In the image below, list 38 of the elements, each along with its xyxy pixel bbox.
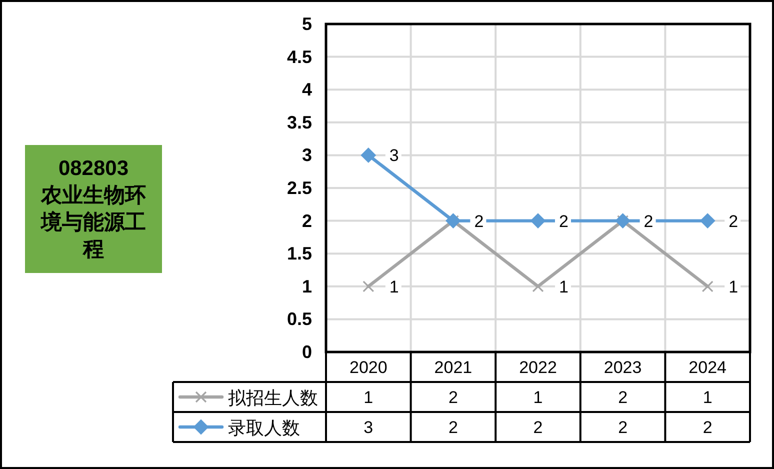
annotation: 2 [559, 212, 568, 231]
x-tick-label: 2023 [604, 358, 642, 377]
data-label: 2 [618, 418, 628, 437]
y-tick-label: 0 [302, 342, 312, 362]
annotation: 3 [389, 146, 399, 166]
annotation: 1 [559, 277, 568, 296]
subtitle: 农业生物环境与能源工程 [39, 183, 147, 263]
x-tick-label: 2022 [519, 358, 557, 377]
data-label: 1 [364, 388, 374, 407]
data-label: 1 [533, 388, 543, 407]
y-tick-label: 1.5 [286, 244, 312, 264]
y-tick-label: 4.5 [286, 46, 312, 67]
legend-label: 录取人数 [228, 418, 300, 438]
y-tick-label: 3 [302, 145, 312, 166]
annotation: 2 [474, 212, 484, 231]
y-tick-label: 3.5 [286, 112, 312, 132]
data-label: 2 [448, 418, 458, 437]
annotation: 1 [728, 277, 738, 296]
y-tick-label: 0.5 [286, 309, 312, 330]
data-label: 2 [533, 418, 543, 437]
annotation: 1 [389, 277, 399, 296]
y-tick-label: 2 [302, 210, 312, 231]
y-tick-label: 2.5 [286, 178, 312, 198]
title: 082803 [57, 156, 130, 182]
legend-label: 拟招生人数 [228, 388, 318, 408]
data-label: 2 [702, 418, 712, 437]
y-tick-label: 5 [302, 14, 312, 34]
y-tick-label: 1 [302, 276, 312, 296]
x-tick-label: 2021 [434, 358, 472, 377]
x-tick-label: 2024 [688, 358, 727, 377]
data-label: 1 [702, 388, 712, 407]
x-tick-label: 2020 [349, 358, 388, 377]
y-tick-label: 4 [302, 80, 312, 100]
annotation: 2 [728, 212, 738, 231]
data-label: 3 [364, 418, 374, 437]
data-label: 2 [448, 388, 458, 407]
annotation: 2 [644, 212, 654, 231]
data-label: 2 [618, 388, 628, 407]
